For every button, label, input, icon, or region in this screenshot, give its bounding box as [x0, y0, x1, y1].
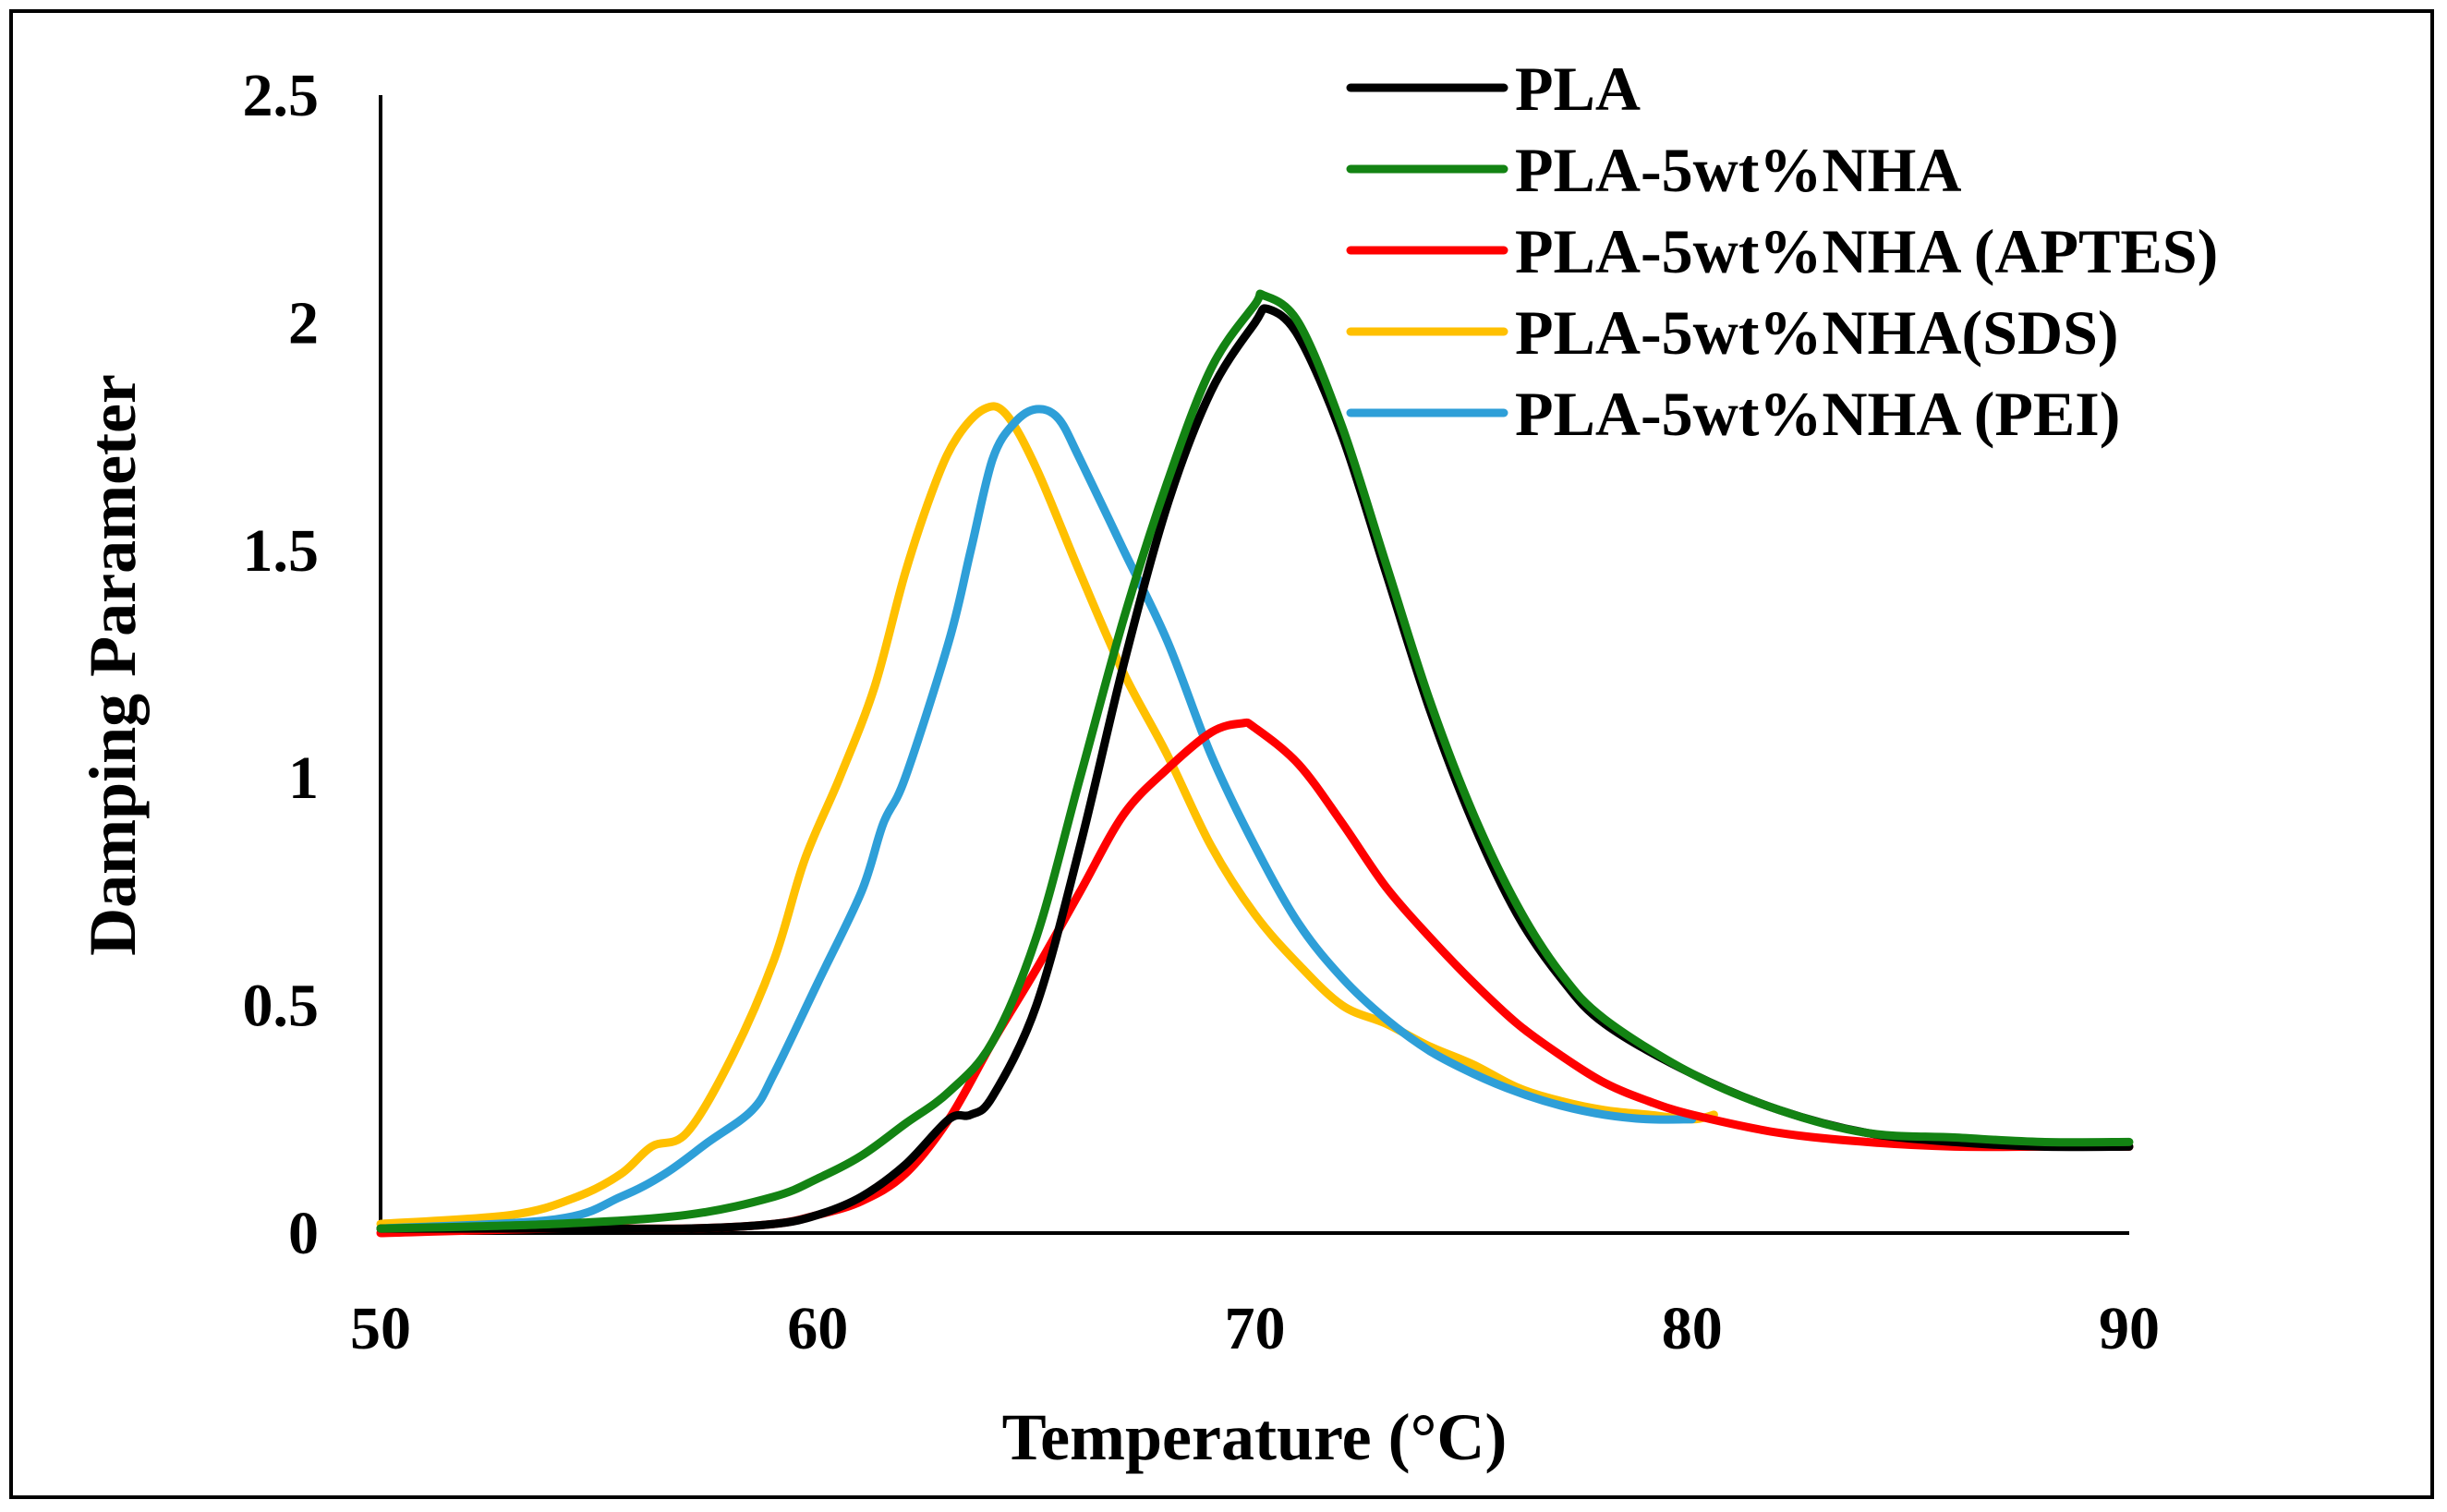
- x-axis-title: Temperature (°C): [1002, 1400, 1508, 1474]
- legend: PLA PLA-5wt%NHA PLA-5wt%NHA (APTES) PLA-5wt…: [1346, 54, 2218, 449]
- x-tick-label: 60: [787, 1295, 848, 1362]
- y-tick-label: 2: [288, 289, 319, 357]
- y-tick-label: 0: [288, 1200, 319, 1267]
- chart-frame: [9, 9, 2434, 1499]
- y-tick-label: 1: [288, 744, 319, 812]
- series-line-3: [376, 402, 1718, 1228]
- x-tick-label: 80: [1662, 1295, 1723, 1362]
- y-tick-label: 1.5: [243, 517, 320, 585]
- series-line-4: [376, 405, 1697, 1233]
- series-lines: [376, 289, 2134, 1238]
- legend-label: PLA-5wt%NHA(SDS): [1515, 297, 2119, 368]
- y-tick-label: 0.5: [243, 973, 320, 1040]
- y-tick-label: 2.5: [243, 62, 320, 129]
- x-tick-label: 50: [350, 1295, 411, 1362]
- legend-label: PLA: [1515, 54, 1641, 124]
- y-tick-labels: 0 0.5 1 1.5 2 2.5: [243, 62, 320, 1267]
- axes: [379, 95, 2129, 1235]
- x-tick-label: 90: [2099, 1295, 2160, 1362]
- x-tick-labels: 50 60 70 80 90: [350, 1295, 2160, 1362]
- y-axis-title: Damping Parameter: [76, 374, 150, 956]
- series-line-1: [376, 289, 2134, 1233]
- legend-label: PLA-5wt%NHA (APTES): [1515, 216, 2218, 286]
- x-tick-label: 70: [1225, 1295, 1286, 1362]
- legend-label: PLA-5wt%NHA (PEI): [1515, 379, 2120, 449]
- legend-label: PLA-5wt%NHA: [1515, 135, 1962, 205]
